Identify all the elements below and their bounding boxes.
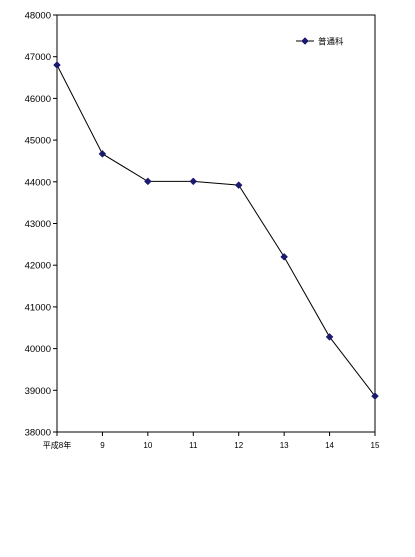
y-tick-label: 48000 [25, 11, 51, 22]
data-point [144, 177, 152, 186]
y-tick-label: 39000 [25, 386, 51, 397]
y-tick-label: 47000 [25, 52, 51, 63]
data-point [189, 177, 198, 186]
legend: 普通科 [296, 37, 344, 47]
y-tick-label: 45000 [25, 136, 51, 147]
y-tick-label: 40000 [25, 344, 51, 355]
series-layer [53, 61, 379, 400]
x-tick-label: 9 [100, 441, 105, 450]
y-tick-label: 46000 [25, 94, 51, 105]
data-point [280, 253, 288, 261]
legend-marker [301, 37, 309, 45]
x-tick-label: 13 [280, 441, 289, 450]
x-axis: 平成8年 9 10 11 12 13 14 15 [43, 432, 380, 450]
x-tick-label: 平成8年 [43, 440, 71, 450]
data-point [371, 392, 379, 400]
y-axis: 38000 39000 40000 41000 42000 43000 44000 45000… [25, 11, 57, 439]
data-point [325, 333, 334, 341]
x-tick-label: 10 [143, 441, 152, 450]
y-tick-label: 44000 [25, 177, 51, 188]
data-point [98, 150, 107, 158]
plot-border [56, 14, 376, 433]
y-tick-label: 43000 [25, 219, 51, 230]
data-point [234, 181, 243, 189]
legend-label: 普通科 [318, 37, 344, 47]
data-point [53, 61, 61, 69]
x-tick-label: 15 [371, 441, 380, 450]
y-tick-label: 41000 [25, 302, 51, 313]
x-tick-label: 14 [325, 441, 334, 450]
x-tick-label: 12 [234, 441, 243, 450]
y-tick-label: 38000 [25, 428, 51, 439]
series-line [56, 64, 376, 397]
y-tick-label: 42000 [25, 261, 51, 272]
x-tick-label: 11 [189, 441, 198, 450]
plot-area [56, 14, 376, 433]
